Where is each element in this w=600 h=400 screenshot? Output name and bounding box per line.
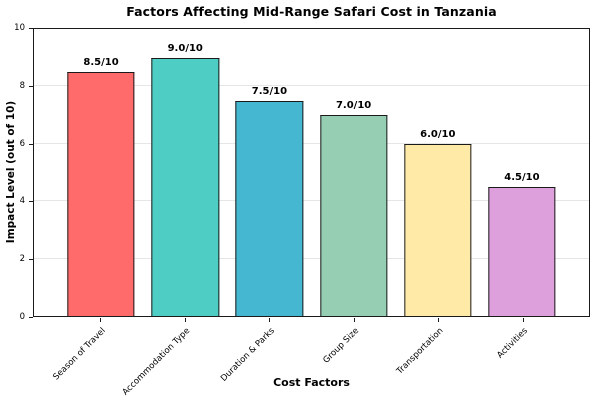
- plot-area: 8.5/10 9.0/10 7.5/10 7.0/10 6.0/10 4.5/10: [33, 28, 590, 317]
- bar-slot: 6.0/10: [396, 29, 480, 316]
- bar-season-of-travel: [67, 72, 135, 316]
- x-axis-ticks: Season of Travel Accommodation Type Durati…: [33, 317, 590, 397]
- bar-accommodation-type: [151, 57, 219, 316]
- y-axis-ticks: 0 2 4 6 8 10: [0, 23, 33, 322]
- bar-value-label: 7.0/10: [335, 100, 372, 112]
- y-tick-mark-8: [29, 85, 33, 87]
- bar-slot: 9.0/10: [143, 29, 227, 316]
- y-tick-label-2: 2: [19, 254, 25, 265]
- bar-transportation: [404, 143, 472, 316]
- x-tick-cell: Transportation: [394, 317, 481, 379]
- y-tick-label-8: 8: [19, 80, 25, 91]
- gridline-y-4: [34, 200, 589, 202]
- x-tick-mark: [438, 318, 440, 322]
- x-tick-cell: Duration & Parks: [219, 317, 312, 384]
- x-tick-cell: Activities: [481, 317, 566, 379]
- x-tick-mark: [269, 318, 271, 322]
- bar-value-label: 4.5/10: [504, 171, 540, 183]
- x-tick-mark: [184, 318, 186, 322]
- y-tick-mark-2: [29, 259, 33, 261]
- bar-value-label: 7.5/10: [251, 85, 288, 97]
- x-tick-label-activities: Activities: [495, 326, 530, 361]
- y-tick-label-4: 4: [19, 196, 25, 207]
- x-tick-cell: Season of Travel: [51, 317, 143, 382]
- x-axis-label: Cost Factors: [273, 376, 350, 389]
- bar-value-label: 9.0/10: [167, 42, 203, 54]
- bar-value-label: 8.5/10: [83, 57, 119, 69]
- bar-slot: 7.5/10: [227, 29, 311, 316]
- y-tick-label-10: 10: [14, 23, 25, 33]
- gridline-y-6: [34, 142, 589, 144]
- bar-slot: 7.0/10: [312, 29, 396, 316]
- x-tick-mark: [353, 318, 355, 322]
- y-tick-mark-6: [29, 143, 33, 145]
- x-tick-label-season-of-travel: Season of Travel: [50, 326, 108, 383]
- y-tick-mark-4: [29, 201, 33, 203]
- x-tick-cell: Accommodation Type: [120, 317, 228, 397]
- x-tick-mark: [100, 318, 102, 322]
- bar-group-size: [319, 115, 388, 316]
- x-tick-label-transportation: Transportation: [394, 326, 446, 377]
- gridline-y-2: [34, 257, 589, 259]
- bar-activities: [488, 186, 556, 316]
- x-tick-cell: Group Size: [312, 317, 397, 379]
- bar-slot: 8.5/10: [59, 29, 143, 316]
- x-tick-mark: [522, 318, 524, 322]
- y-tick-label-0: 0: [19, 312, 25, 322]
- bar-duration-parks: [235, 100, 304, 316]
- y-tick-mark-10: [29, 28, 33, 29]
- x-tick-label-group-size: Group Size: [321, 326, 361, 366]
- bars-container: 8.5/10 9.0/10 7.5/10 7.0/10 6.0/10 4.5/10: [34, 29, 589, 316]
- bar-value-label: 6.0/10: [420, 128, 456, 140]
- bar-slot: 4.5/10: [480, 29, 564, 316]
- chart-title: Factors Affecting Mid-Range Safari Cost …: [126, 4, 497, 19]
- y-tick-mark-0: [29, 317, 33, 318]
- gridline-y-8: [34, 85, 589, 87]
- y-tick-label-6: 6: [19, 138, 25, 149]
